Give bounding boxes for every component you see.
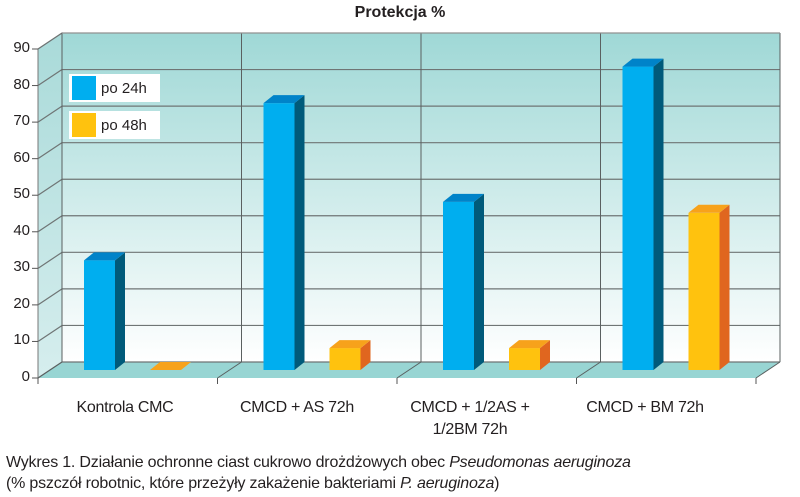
bar-top [263, 95, 305, 104]
floor-divider [217, 361, 242, 379]
chart-title: Protekcja % [354, 4, 446, 21]
y-tick-label: 30 [13, 258, 30, 276]
bar-top [443, 193, 484, 202]
category-label-line: CMCD + 1/2AS + [410, 399, 530, 416]
bar-side [115, 252, 125, 370]
bar-top [84, 252, 125, 261]
y-tick-label: 80 [13, 75, 30, 93]
legend-swatch-48h [72, 113, 96, 137]
floor-divider [37, 361, 63, 379]
bar-po-48h [688, 212, 720, 370]
gridline-side [37, 288, 63, 306]
legend-swatch-24h [72, 76, 96, 100]
caption-italic: Pseudomonas aeruginoza [449, 454, 631, 471]
bar-po-48h [329, 348, 361, 370]
bar-top [150, 362, 191, 370]
bar-po-24h [84, 260, 115, 370]
category-label-half-as-bm: CMCD + 1/2AS + 1/2BM 72h [385, 397, 555, 441]
bar-po-24h [443, 201, 474, 370]
bar-po-48h [509, 348, 540, 370]
y-tick-label: 50 [13, 185, 30, 203]
floor-divider [576, 361, 601, 379]
gridline-side [37, 105, 63, 123]
y-tick-label: 60 [13, 148, 30, 166]
figure-caption: Wykres 1. Działanie ochronne ciast cukro… [6, 452, 631, 494]
floor-divider [755, 361, 781, 379]
bar-po-24h [263, 103, 295, 371]
bar-side [719, 204, 730, 370]
bar-side [540, 340, 550, 370]
caption-text: ) [494, 475, 500, 492]
legend-label-48h: po 48h [101, 116, 147, 134]
category-label-bm: CMCD + BM 72h [560, 397, 730, 419]
y-tick-label: 0 [21, 368, 30, 385]
gridline-side [37, 69, 63, 87]
caption-text: Wykres 1. Działanie ochronne ciast cukro… [6, 454, 450, 471]
bar-side [474, 193, 484, 370]
category-label-as: CMCD + AS 72h [212, 397, 382, 419]
gridline-side [37, 324, 63, 342]
category-label-line: CMCD + AS 72h [240, 399, 354, 416]
legend-item-48h: po 48h [69, 111, 160, 139]
category-label-line: Kontrola CMC [76, 399, 174, 416]
bar-po-24h [622, 66, 654, 370]
category-label-line: 1/2BM 72h [432, 421, 508, 438]
gridline-side [37, 32, 63, 50]
bar-side [360, 340, 371, 370]
caption-italic: P. aeruginoza [400, 475, 495, 492]
y-tick-label: 20 [13, 294, 30, 312]
bar-top [329, 340, 371, 349]
gridline-side [37, 142, 63, 160]
bar-chart-plot [32, 32, 781, 384]
y-tick-label: 70 [13, 112, 30, 130]
legend-label-24h: po 24h [101, 79, 147, 97]
caption-text: (% pszczół robotnic, które przeżyły zaka… [6, 475, 401, 492]
bar-top [688, 204, 730, 213]
y-tick-label: 10 [13, 331, 30, 349]
bar-top [509, 340, 550, 349]
side-wall [37, 32, 63, 379]
floor-divider [396, 361, 422, 379]
caption-line-2: (% pszczół robotnic, które przeżyły zaka… [6, 473, 631, 494]
gridline-side [37, 215, 63, 233]
category-label-kontrola: Kontrola CMC [40, 397, 210, 419]
category-label-line: CMCD + BM 72h [586, 399, 704, 416]
gridline-side [37, 178, 63, 196]
bar-side [294, 95, 305, 371]
bar-top [622, 58, 664, 67]
bar-side [653, 58, 664, 370]
y-tick-label: 90 [13, 39, 30, 56]
y-tick-label: 40 [13, 221, 30, 239]
legend-item-24h: po 24h [69, 74, 160, 102]
gridline-side [37, 251, 63, 269]
caption-line-1: Wykres 1. Działanie ochronne ciast cukro… [6, 452, 631, 473]
